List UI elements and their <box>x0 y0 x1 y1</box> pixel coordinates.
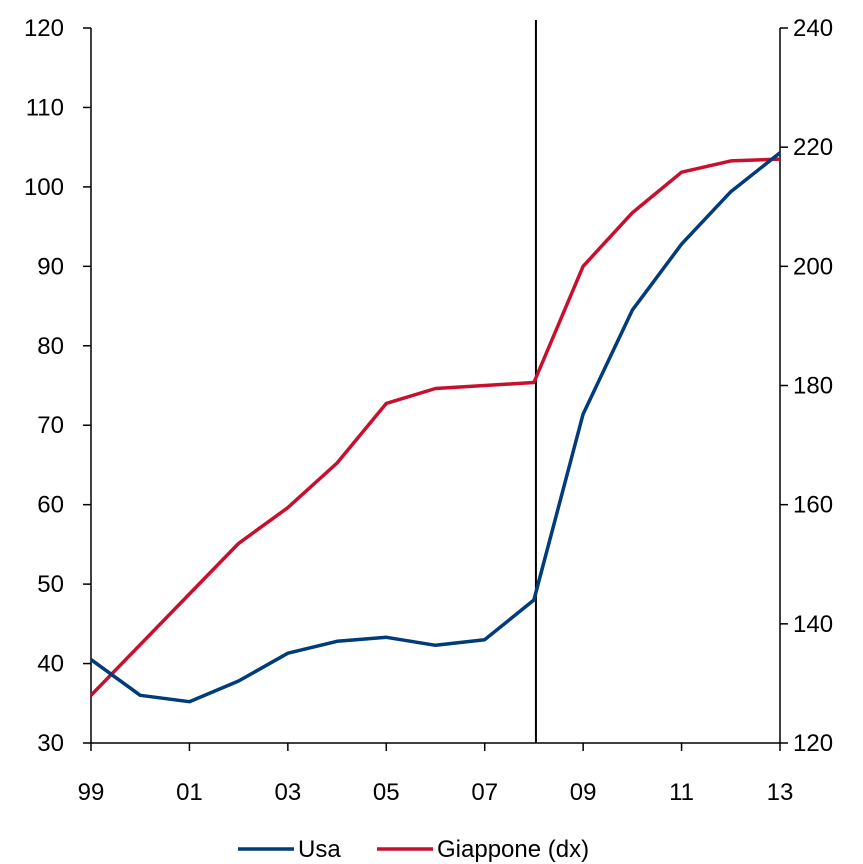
x-tick-label: 11 <box>669 779 694 806</box>
x-tick-label: 99 <box>78 779 105 806</box>
right-tick-label: 140 <box>793 611 833 638</box>
left-tick-label: 100 <box>24 174 64 201</box>
right-tick-label: 120 <box>793 730 833 757</box>
series-line-giappone-dx <box>89 157 781 697</box>
legend: Usa Giappone (dx) <box>238 836 589 863</box>
x-tick-label: 09 <box>570 779 597 806</box>
legend-label-giappone: Giappone (dx) <box>437 836 589 863</box>
x-tick-label: 13 <box>767 779 794 806</box>
left-y-axis: 30 40 50 60 70 80 90 100 110 120 <box>24 15 92 757</box>
left-tick-label: 120 <box>24 15 64 42</box>
series-line-usa <box>89 151 782 704</box>
right-tick-label: 220 <box>793 134 833 161</box>
left-tick-label: 40 <box>37 651 64 678</box>
x-tick-label: 07 <box>471 779 498 806</box>
left-tick-label: 80 <box>37 333 64 360</box>
right-tick-label: 160 <box>793 492 833 519</box>
legend-label-usa: Usa <box>298 836 341 863</box>
left-tick-label: 60 <box>37 492 64 519</box>
right-tick-label: 200 <box>793 253 833 280</box>
series-lines <box>89 151 782 704</box>
x-axis: 99 01 03 05 07 09 11 13 <box>78 742 794 806</box>
x-tick-label: 01 <box>176 779 203 806</box>
left-tick-label: 110 <box>26 94 64 121</box>
left-tick-label: 30 <box>37 730 64 757</box>
left-tick-label: 90 <box>37 253 64 280</box>
x-tick-label: 03 <box>275 779 302 806</box>
right-tick-label: 180 <box>793 373 833 400</box>
right-tick-label: 240 <box>793 15 833 42</box>
left-tick-label: 50 <box>37 571 64 598</box>
right-y-axis: 120 140 160 180 200 220 240 <box>779 15 833 757</box>
left-tick-label: 70 <box>37 412 64 439</box>
x-tick-label: 05 <box>373 779 400 806</box>
